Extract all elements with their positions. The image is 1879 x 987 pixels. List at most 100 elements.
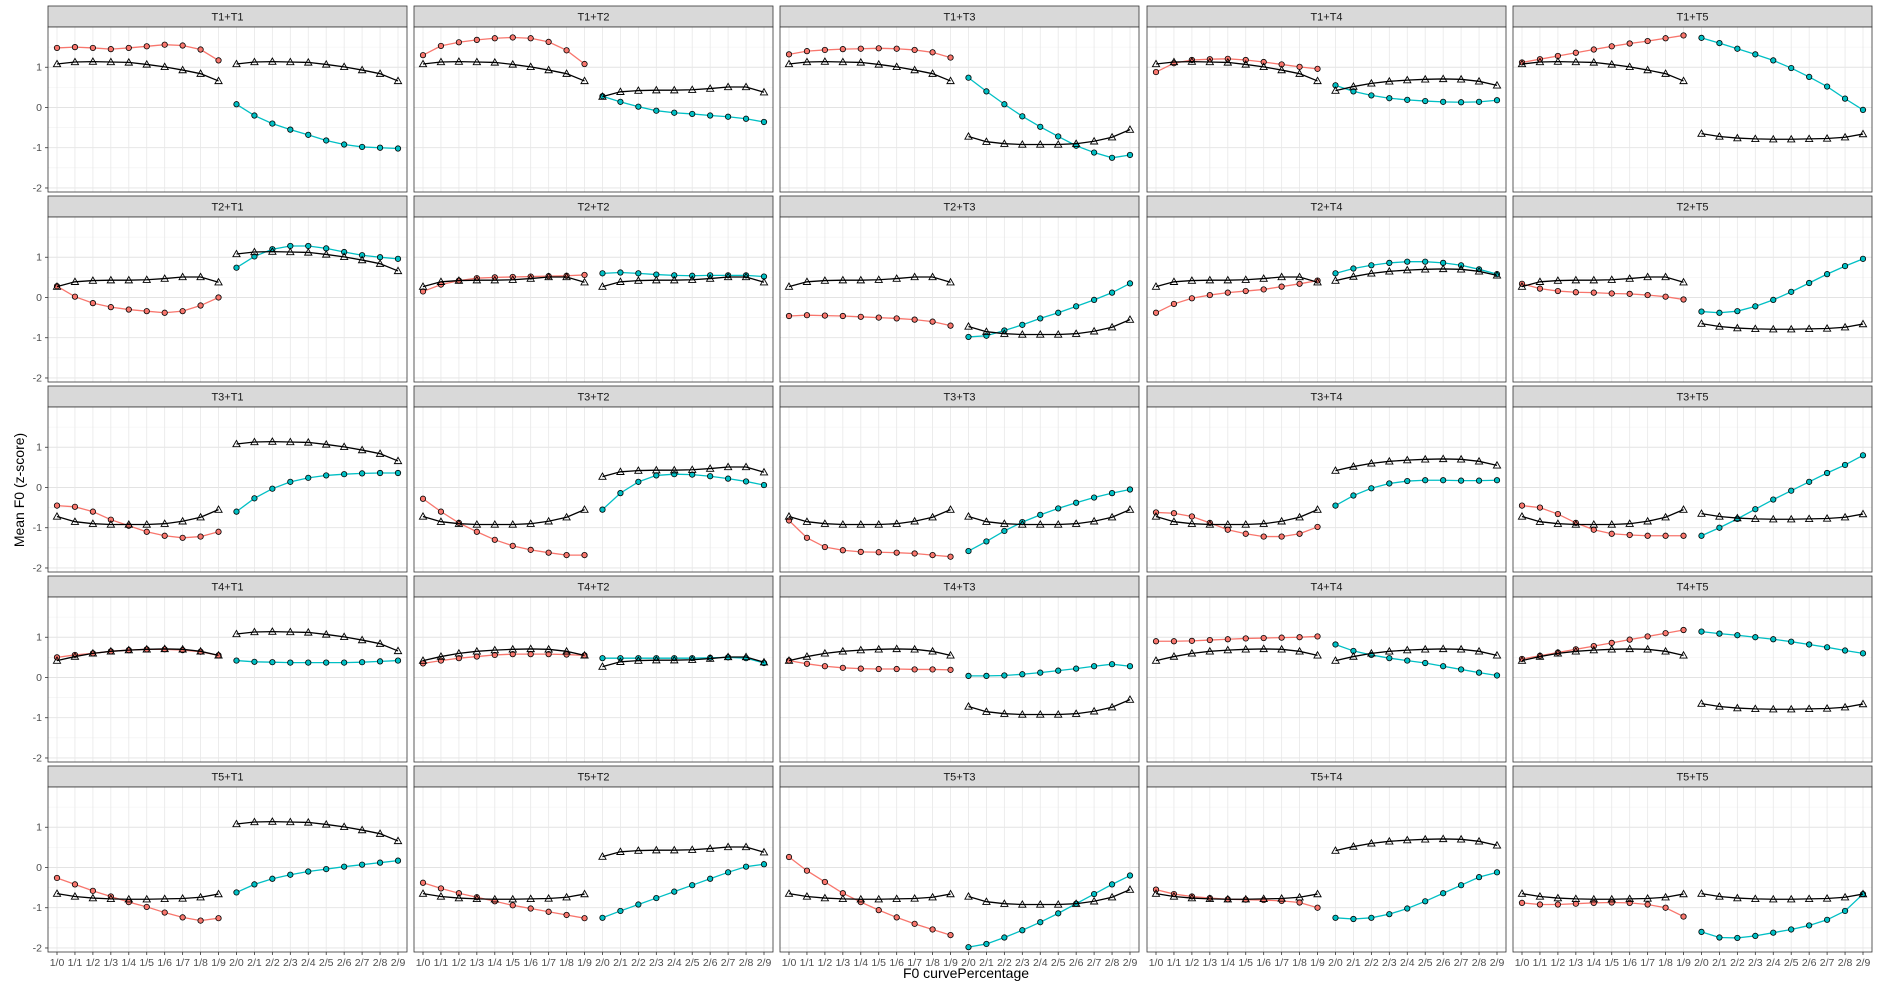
x-tick-label: 1/1 [1533,957,1548,969]
second-syllable-point [1440,663,1447,670]
second-syllable-point [269,485,276,492]
reference-second-line [968,699,1131,716]
reference-first-point [562,272,571,281]
reference-first-point [196,892,205,901]
first-syllable-point [71,44,79,51]
reference-second-point [1732,703,1742,712]
second-syllable-point [394,857,402,864]
reference-first-point [1295,272,1304,281]
first-syllable-point [1590,899,1597,907]
reference-second-point [375,639,385,647]
reference-second-point [759,657,769,666]
x-tick-label: 1/5 [871,957,886,969]
first-syllable-point [1296,530,1303,537]
y-tick-label: 1 [36,632,42,644]
reference-first-point [1223,520,1233,528]
first-syllable-point [1608,43,1615,50]
second-syllable-point [1788,288,1795,295]
x-tick-label: 2/8 [1838,957,1853,969]
reference-first-point [874,275,884,283]
reference-first-point [436,517,446,525]
reference-first-point [88,893,98,902]
reference-first-point [124,894,134,903]
reference-first-point [1661,892,1670,901]
reference-second-point [1089,326,1099,335]
second-syllable-point [1073,303,1080,310]
reference-first-point [88,57,98,65]
reference-second-point [598,472,607,480]
reference-second-point [285,247,295,256]
reference-first-point [1625,894,1635,903]
x-tick-label: 2/4 [667,957,682,969]
first-syllable-point [929,318,936,325]
reference-first-point [1151,59,1161,68]
reference-second-point [616,87,625,95]
first-syllable-point [839,664,846,671]
reference-second-point [1438,74,1448,83]
reference-first-point [418,889,428,897]
second-syllable-point [305,868,312,875]
plot-area [1147,27,1506,192]
reference-first-line [422,893,585,900]
second-syllable-point [341,471,348,478]
panel-t4-t2: T4+T2 [413,575,774,763]
panel-t3-t3: T3+T3 [779,385,1140,573]
reference-first-point [472,275,482,284]
reference-first-line [788,60,951,82]
reference-first-point [178,644,188,653]
x-tick-label: 1/2 [452,957,467,969]
x-tick-label: 2/0 [1694,957,1709,969]
reference-second-point [1071,329,1081,337]
reference-second-point [705,274,715,282]
first-syllable-point [1314,65,1321,72]
reference-first-line [422,276,585,288]
reference-first-point [160,62,170,70]
second-syllable-point [1350,265,1357,272]
reference-second-point [267,437,277,445]
x-tick-label: 1/2 [818,957,833,969]
second-syllable-point [233,101,240,108]
reference-first-point [1553,893,1563,902]
x-tick-label: 1/7 [907,957,922,969]
reference-first-point [1295,69,1304,77]
reference-second-point [598,852,607,860]
second-syllable-point [1752,506,1759,513]
reference-first-point [1259,62,1269,70]
reference-second-point [267,817,277,825]
second-syllable-point [617,98,624,105]
x-tick-label: 2/7 [1454,957,1469,969]
y-tick-label: 1 [36,822,42,834]
first-syllable-point [455,890,462,897]
reference-second-point [1107,512,1117,521]
x-tick-label: 1/1 [434,957,449,969]
second-syllable-point [1073,499,1080,506]
reference-second-point [759,847,769,856]
reference-first-point [142,894,152,903]
first-syllable-point [545,38,552,45]
first-syllable-point [581,551,588,559]
y-tick-label: -1 [33,712,42,724]
first-syllable-point [1170,638,1178,645]
second-syllable-line [1701,258,1864,314]
reference-first-point [160,894,170,903]
reference-second-point [723,272,733,281]
reference-second-point [1840,892,1850,901]
x-tick-label: 1/3 [836,957,851,969]
first-syllable-point [1152,309,1160,316]
first-syllable-line [422,498,585,556]
reference-second-point [1697,889,1706,897]
reference-second-point [1840,132,1850,141]
panel-t5-t2: T5+T21/0 1/1 1/2 1/3 1/4 1/5 1/6 1/7 1/8 1/9 2/0 2/… [413,765,774,969]
reference-second-point [250,247,259,256]
second-syllable-point [1332,82,1339,89]
first-syllable-point [143,528,150,535]
reference-second-line [1335,838,1498,852]
reference-first-line [1155,509,1318,526]
first-syllable-point [1608,530,1615,537]
first-syllable-line [1521,504,1684,537]
reference-first-point [124,645,134,654]
reference-first-point [160,644,170,653]
x-tick-label: 2/2 [997,957,1012,969]
reference-first-point [874,894,884,903]
first-syllable-point [509,651,516,658]
